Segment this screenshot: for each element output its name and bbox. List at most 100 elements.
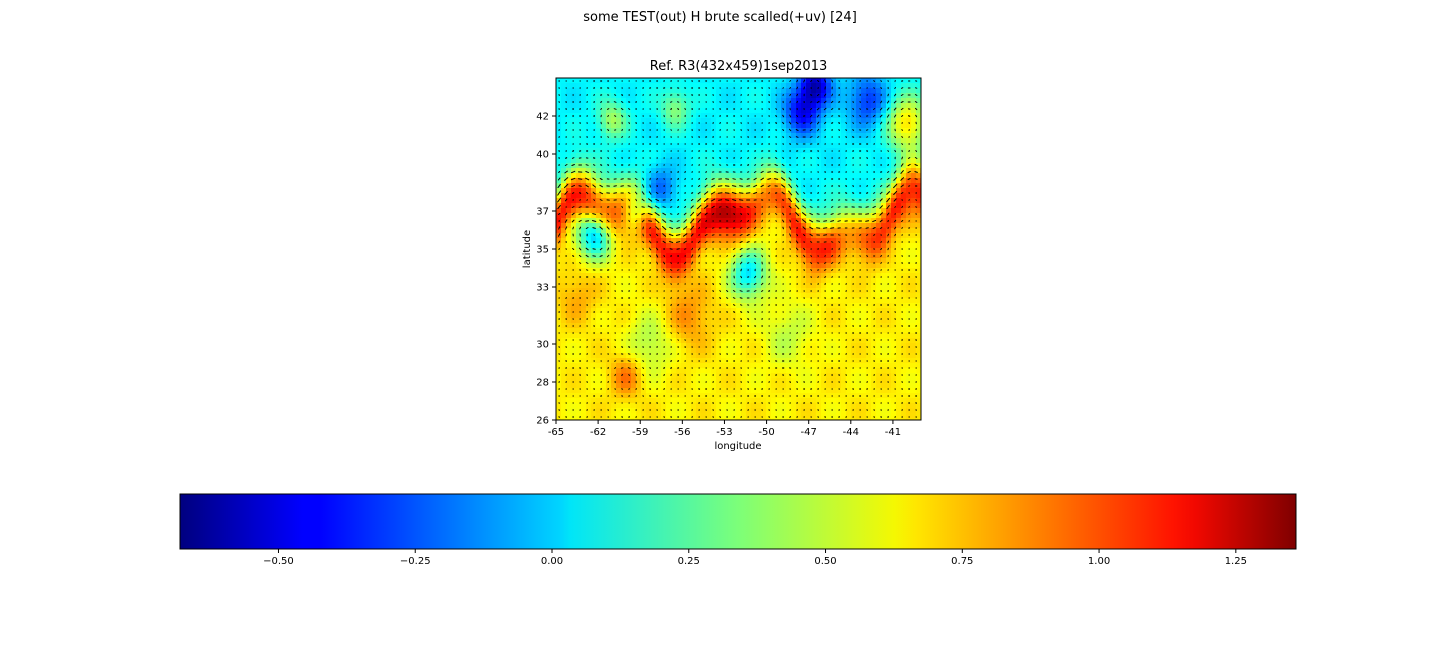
heatmap-cell — [821, 148, 827, 154]
heatmap-cell — [586, 183, 592, 189]
heatmap-cell — [616, 193, 622, 199]
heatmap-cell — [796, 308, 802, 314]
heatmap-cell — [646, 293, 652, 299]
heatmap-cell — [561, 138, 567, 144]
heatmap-cell — [691, 258, 697, 264]
heatmap-cell — [811, 403, 817, 409]
heatmap-cell — [771, 413, 777, 419]
heatmap-cell — [911, 173, 917, 179]
heatmap-cell — [666, 148, 672, 154]
heatmap-cell — [811, 203, 817, 209]
heatmap-cell — [851, 388, 857, 394]
heatmap-cell — [756, 303, 762, 309]
heatmap-cell — [556, 338, 562, 344]
heatmap-cell — [836, 388, 842, 394]
heatmap-cell — [836, 398, 842, 404]
heatmap-cell — [736, 403, 742, 409]
heatmap-cell — [866, 248, 872, 254]
heatmap-cell — [561, 183, 567, 189]
heatmap-cell — [826, 178, 832, 184]
heatmap-cell — [691, 343, 697, 349]
heatmap-cell — [636, 178, 642, 184]
heatmap-cell — [891, 88, 897, 94]
heatmap-cell — [691, 113, 697, 119]
heatmap-cell — [631, 208, 637, 214]
heatmap-cell — [866, 353, 872, 359]
heatmap-cell — [656, 318, 662, 324]
heatmap-cell — [621, 163, 627, 169]
heatmap-cell — [721, 93, 727, 99]
heatmap-cell — [561, 303, 567, 309]
heatmap-cell — [736, 153, 742, 159]
heatmap-cell — [686, 353, 692, 359]
heatmap-cell — [741, 308, 747, 314]
heatmap-cell — [821, 303, 827, 309]
heatmap-cell — [771, 93, 777, 99]
heatmap-cell — [691, 238, 697, 244]
heatmap-cell — [871, 403, 877, 409]
heatmap-cell — [726, 228, 732, 234]
heatmap-cell — [646, 158, 652, 164]
heatmap-cell — [786, 233, 792, 239]
heatmap-cell — [836, 368, 842, 374]
heatmap-cell — [776, 353, 782, 359]
heatmap-cell — [616, 238, 622, 244]
heatmap-cell — [866, 408, 872, 414]
heatmap-cell — [661, 88, 667, 94]
heatmap-cell — [661, 383, 667, 389]
heatmap-cell — [786, 273, 792, 279]
heatmap-cell — [636, 218, 642, 224]
heatmap-cell — [726, 193, 732, 199]
heatmap-cell — [646, 268, 652, 274]
heatmap-cell — [616, 88, 622, 94]
heatmap-cell — [721, 273, 727, 279]
heatmap-cell — [661, 378, 667, 384]
heatmap-cell — [556, 88, 562, 94]
heatmap-cell — [656, 283, 662, 289]
heatmap-cell — [666, 238, 672, 244]
heatmap-cell — [901, 208, 907, 214]
heatmap-cell — [736, 143, 742, 149]
heatmap-cell — [781, 173, 787, 179]
heatmap-cell — [786, 313, 792, 319]
heatmap-cell — [791, 158, 797, 164]
heatmap-cell — [616, 103, 622, 109]
heatmap-cell — [881, 243, 887, 249]
heatmap-cell — [621, 173, 627, 179]
heatmap-cell — [796, 313, 802, 319]
heatmap-cell — [796, 168, 802, 174]
heatmap-cell — [911, 128, 917, 134]
heatmap-cell — [876, 218, 882, 224]
heatmap-cell — [836, 208, 842, 214]
heatmap-cell — [686, 153, 692, 159]
heatmap-cell — [846, 353, 852, 359]
heatmap-cell — [721, 183, 727, 189]
heatmap-cell — [911, 208, 917, 214]
heatmap-cell — [701, 333, 707, 339]
heatmap-cell — [681, 98, 687, 104]
heatmap-cell — [881, 398, 887, 404]
heatmap-cell — [606, 143, 612, 149]
heatmap-cell — [746, 168, 752, 174]
heatmap-cell — [901, 283, 907, 289]
heatmap-cell — [811, 118, 817, 124]
heatmap-cell — [646, 358, 652, 364]
heatmap-cell — [876, 253, 882, 259]
heatmap-cell — [651, 318, 657, 324]
heatmap-cell — [906, 118, 912, 124]
heatmap-cell — [576, 103, 582, 109]
heatmap-cell — [901, 218, 907, 224]
heatmap-cell — [881, 153, 887, 159]
heatmap-cell — [781, 93, 787, 99]
heatmap-cell — [676, 233, 682, 239]
heatmap-cell — [556, 383, 562, 389]
heatmap-cell — [841, 198, 847, 204]
heatmap-cell — [666, 193, 672, 199]
heatmap-cell — [916, 323, 921, 329]
heatmap-cell — [821, 128, 827, 134]
heatmap-cell — [601, 213, 607, 219]
heatmap-cell — [591, 283, 597, 289]
heatmap-cell — [586, 143, 592, 149]
heatmap-cell — [791, 278, 797, 284]
heatmap-cell — [666, 118, 672, 124]
